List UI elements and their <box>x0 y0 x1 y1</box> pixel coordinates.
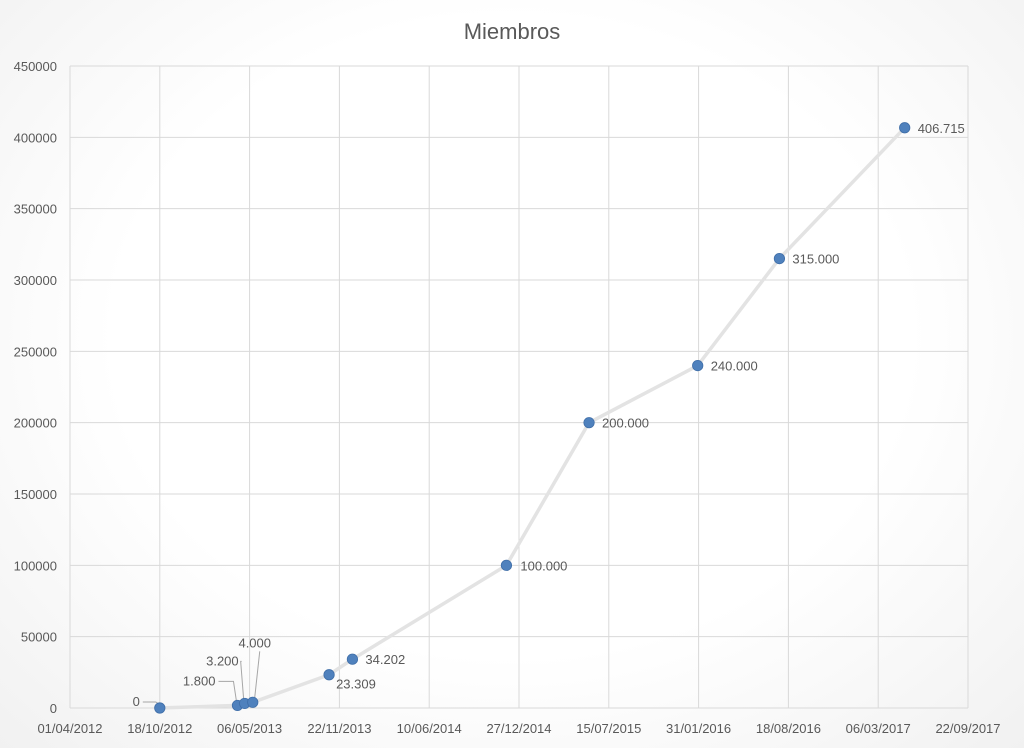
data-point <box>899 122 911 134</box>
y-tick-label: 250000 <box>14 344 57 359</box>
y-tick-label: 200000 <box>14 416 57 431</box>
data-label: 23.309 <box>336 677 376 692</box>
y-tick-label: 400000 <box>14 130 57 145</box>
marker-layer <box>154 122 911 714</box>
y-tick-label: 0 <box>50 701 57 716</box>
data-point <box>247 696 259 708</box>
data-label: 240.000 <box>711 359 758 374</box>
data-label: 4.000 <box>238 635 271 650</box>
data-point <box>583 417 595 429</box>
x-tick-label: 01/04/2012 <box>37 721 102 736</box>
data-label: 100.000 <box>520 558 567 573</box>
data-point <box>773 253 786 265</box>
leader-line <box>218 680 237 702</box>
data-point <box>323 669 335 681</box>
x-tick-label: 27/12/2014 <box>486 721 551 736</box>
label-layer: 0 1.800 3.200 4.000 23.309 34.202 100.000 200.0… <box>133 121 965 709</box>
x-tick-label: 15/07/2015 <box>576 721 641 736</box>
grid-layer <box>69 65 969 709</box>
y-tick-label: 150000 <box>14 487 57 502</box>
data-point <box>692 359 704 372</box>
x-tick-label: 31/01/2016 <box>666 721 731 736</box>
x-tick-label: 18/10/2012 <box>127 721 192 736</box>
data-label: 406.715 <box>918 121 965 136</box>
x-tick-label: 22/11/2013 <box>307 721 371 736</box>
y-tick-label: 50000 <box>21 630 57 645</box>
line-layer <box>159 126 906 710</box>
chart-title: Miembros <box>464 19 561 44</box>
series-line <box>159 126 906 710</box>
tick-layer: 0 50000 100000 150000 200000 250000 300000 3500… <box>14 59 1001 736</box>
data-label: 3.200 <box>206 653 239 668</box>
y-tick-label: 300000 <box>14 273 57 288</box>
y-tick-label: 450000 <box>14 59 57 74</box>
y-tick-label: 100000 <box>14 558 57 573</box>
data-point <box>154 702 166 714</box>
data-label: 0 <box>133 694 140 709</box>
data-point <box>346 653 359 665</box>
x-tick-label: 18/08/2016 <box>756 721 821 736</box>
data-label: 1.800 <box>183 673 216 688</box>
x-tick-label: 10/06/2014 <box>397 721 462 736</box>
leader-line <box>240 660 245 700</box>
data-label: 315.000 <box>792 252 839 267</box>
x-tick-label: 06/03/2017 <box>846 721 911 736</box>
data-label: 200.000 <box>602 416 649 431</box>
data-point <box>500 559 513 571</box>
y-tick-label: 350000 <box>14 202 57 217</box>
x-tick-label: 22/09/2017 <box>935 721 1000 736</box>
x-tick-label: 06/05/2013 <box>217 721 282 736</box>
data-label: 34.202 <box>365 652 405 667</box>
leader-line <box>254 651 261 698</box>
